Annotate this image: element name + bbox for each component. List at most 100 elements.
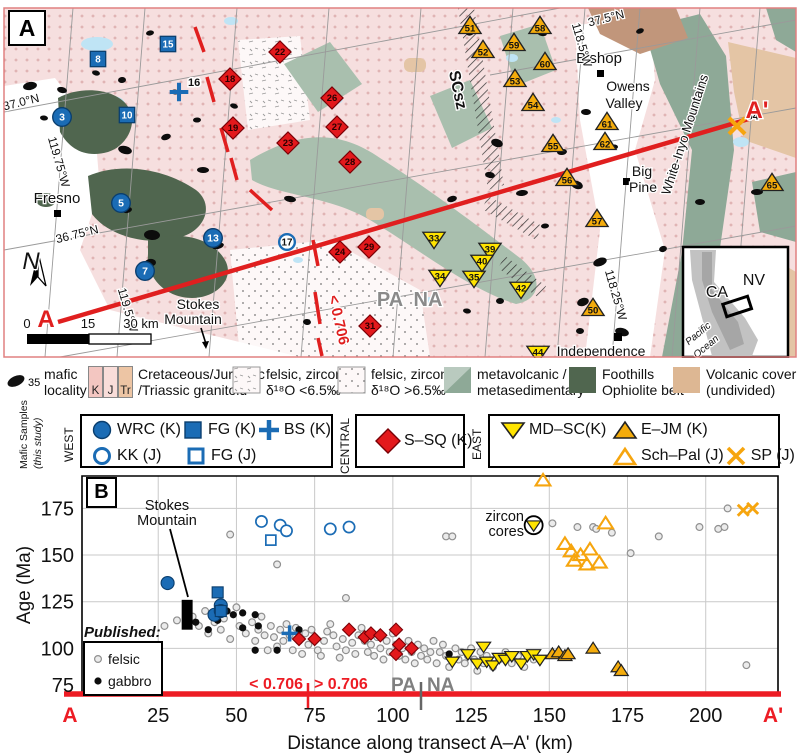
chart-points <box>160 471 760 677</box>
marker-42: 42 <box>508 281 534 300</box>
svg-text:23: 23 <box>283 138 294 149</box>
marker-td <box>512 658 530 671</box>
ssq-label: S–SQ (K) <box>404 432 473 449</box>
marker-gb <box>94 677 102 685</box>
svg-text:60: 60 <box>540 60 551 71</box>
marker-otu <box>590 554 609 569</box>
wrc-label: WRC (K) <box>117 421 181 438</box>
marker-gf <box>338 635 347 644</box>
legend-mdsc: MD–SC(K) <box>500 419 612 441</box>
kk-label: KK (J) <box>117 447 162 464</box>
marker-td <box>525 520 542 533</box>
marker-td <box>503 650 520 663</box>
marker-d <box>363 626 379 641</box>
svg-text:15: 15 <box>81 316 95 331</box>
svg-text:NV: NV <box>743 272 766 289</box>
marker-5: 5 <box>111 193 131 213</box>
svg-text:28: 28 <box>345 157 356 168</box>
marker-gf <box>341 646 350 655</box>
tr-swatch: Tr <box>118 366 133 398</box>
scale-bar <box>27 333 152 345</box>
marker-gf <box>410 659 419 668</box>
svg-text:35: 35 <box>469 273 480 284</box>
marker-gf <box>720 523 729 532</box>
marker-60: 60 <box>532 51 558 71</box>
svg-text:13: 13 <box>207 232 219 244</box>
marker-s <box>214 604 227 618</box>
svg-text:27: 27 <box>332 122 343 133</box>
marker-gf <box>276 625 285 634</box>
marker-gb <box>239 609 247 617</box>
marker-gf <box>301 629 310 638</box>
marker-gf <box>288 646 297 655</box>
marker-7: 7 <box>135 261 155 281</box>
marker-26: 26 <box>320 86 344 110</box>
marker-gf <box>723 504 732 513</box>
marker-34: 34 <box>427 269 453 288</box>
marker-gf <box>351 649 360 658</box>
marker-d <box>388 622 404 638</box>
svg-text:Big: Big <box>632 163 652 179</box>
marker-gb <box>192 618 200 626</box>
north-arrow <box>30 251 47 287</box>
marker-8: 8 <box>89 50 107 68</box>
marker-57: 57 <box>584 208 610 228</box>
svg-text:64: 64 <box>747 111 760 123</box>
marker-gf <box>460 659 469 668</box>
marker-d <box>391 637 407 652</box>
marker-29: 29 <box>357 235 381 259</box>
chart-tick-labels: 25 50 75 100 125 150 175 200 75 100 125 150 175 <box>41 498 723 727</box>
svg-text:10: 10 <box>122 110 133 121</box>
marker-gb <box>273 646 281 654</box>
marker-oc <box>255 515 268 528</box>
marker-gf <box>201 607 210 616</box>
svg-text:52: 52 <box>478 48 489 59</box>
marker-40: 40 <box>469 254 495 273</box>
marker-52: 52 <box>470 39 496 59</box>
svg-text:Mountain: Mountain <box>137 513 197 529</box>
svg-text:42: 42 <box>516 284 527 295</box>
marker-28: 28 <box>338 150 362 174</box>
marker-gf <box>320 636 329 645</box>
endpoint-a-prime: A' <box>763 704 783 727</box>
marker-gf <box>370 651 379 660</box>
svg-text:125: 125 <box>41 592 74 614</box>
svg-text:0: 0 <box>23 316 30 331</box>
marker-gf <box>348 638 357 647</box>
marker-gf <box>323 627 332 636</box>
svg-text:175: 175 <box>611 705 644 727</box>
legend-felsic-high-line1: felsic, zircon <box>371 366 449 382</box>
marker-gf <box>451 644 460 653</box>
y-axis-title: Age (Ma) <box>14 546 35 624</box>
marker-gf <box>93 654 102 663</box>
marker-gf <box>366 640 375 649</box>
marker-x <box>746 501 760 515</box>
marker-54: 54 <box>520 92 546 112</box>
marker-gf <box>420 644 429 653</box>
legend-foothills-line1: Foothills <box>602 366 655 382</box>
chart-axes-box <box>81 475 779 694</box>
marker-65: 65 <box>759 172 785 192</box>
marker-51: 51 <box>457 15 483 35</box>
svg-text:A': A' <box>745 97 768 124</box>
sp-label: SP (J) <box>750 447 795 464</box>
marker-17: 17 <box>277 232 297 252</box>
svg-text:30 km: 30 km <box>123 316 158 331</box>
map-border <box>3 7 797 358</box>
marker-d <box>307 631 322 647</box>
marker-61: 61 <box>594 111 620 131</box>
marker-39: 39 <box>477 242 503 261</box>
marker-gb <box>254 622 262 630</box>
marker-15: 15 <box>159 35 177 53</box>
svg-text:75: 75 <box>304 705 326 727</box>
marker-gf <box>298 649 307 658</box>
svg-text:PA: PA <box>391 675 416 696</box>
marker-55: 55 <box>540 133 566 153</box>
marker-gf <box>241 629 250 638</box>
svg-text:200: 200 <box>689 705 722 727</box>
marker-d <box>291 631 307 647</box>
marker-gf <box>304 640 313 649</box>
svg-text:3: 3 <box>59 111 65 123</box>
